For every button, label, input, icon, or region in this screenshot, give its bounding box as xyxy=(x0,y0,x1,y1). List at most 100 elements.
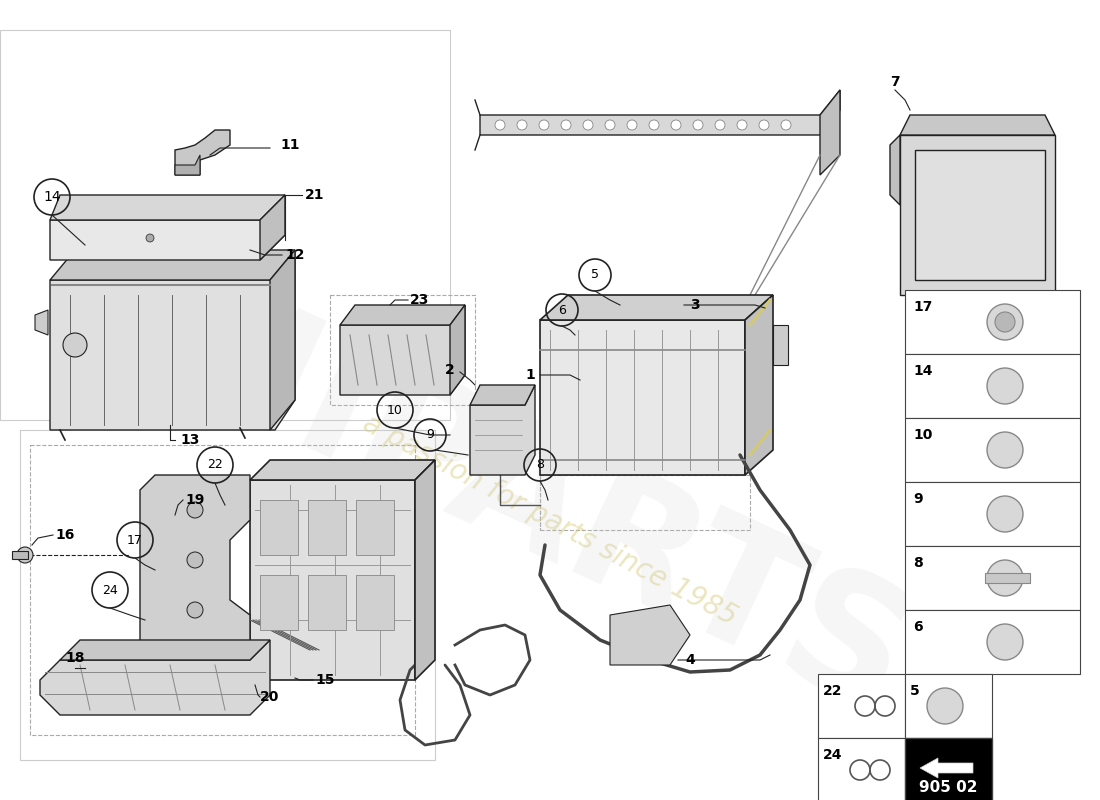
Polygon shape xyxy=(50,195,285,260)
Text: 18: 18 xyxy=(65,651,85,665)
Polygon shape xyxy=(175,130,230,175)
Bar xyxy=(20,430,434,760)
Polygon shape xyxy=(0,30,450,420)
Text: 10: 10 xyxy=(387,403,403,417)
Polygon shape xyxy=(820,90,840,175)
Bar xyxy=(905,290,1080,354)
Circle shape xyxy=(649,120,659,130)
Polygon shape xyxy=(40,640,270,715)
Circle shape xyxy=(737,120,747,130)
Text: 24: 24 xyxy=(102,583,118,597)
Text: 11: 11 xyxy=(280,138,299,152)
Text: GUIPARTS: GUIPARTS xyxy=(26,210,934,750)
Polygon shape xyxy=(610,605,690,665)
Text: 16: 16 xyxy=(55,528,75,542)
Bar xyxy=(905,354,1080,418)
Circle shape xyxy=(187,602,204,618)
Circle shape xyxy=(927,688,962,724)
Polygon shape xyxy=(260,195,285,260)
Bar xyxy=(308,575,346,630)
Polygon shape xyxy=(470,385,535,405)
Text: 24: 24 xyxy=(823,748,843,762)
Circle shape xyxy=(561,120,571,130)
Text: 12: 12 xyxy=(285,248,305,262)
Text: 5: 5 xyxy=(591,269,600,282)
Circle shape xyxy=(987,496,1023,532)
Text: 9: 9 xyxy=(913,492,923,506)
Polygon shape xyxy=(50,195,285,220)
Bar xyxy=(260,500,298,555)
Circle shape xyxy=(495,120,505,130)
Text: 8: 8 xyxy=(536,458,544,471)
Text: 1: 1 xyxy=(525,368,535,382)
Circle shape xyxy=(63,333,87,357)
Text: 20: 20 xyxy=(261,690,279,704)
Text: 4: 4 xyxy=(685,653,695,667)
Circle shape xyxy=(539,120,549,130)
Text: 905 02: 905 02 xyxy=(918,781,977,795)
Bar xyxy=(905,610,1080,674)
Polygon shape xyxy=(890,135,900,205)
Circle shape xyxy=(627,120,637,130)
Bar xyxy=(818,738,905,800)
Polygon shape xyxy=(250,460,434,480)
Circle shape xyxy=(187,552,204,568)
Text: 19: 19 xyxy=(185,493,205,507)
Bar xyxy=(818,674,905,738)
Polygon shape xyxy=(480,90,840,135)
Circle shape xyxy=(987,304,1023,340)
Circle shape xyxy=(187,502,204,518)
Bar xyxy=(250,480,415,680)
Bar xyxy=(905,482,1080,546)
Circle shape xyxy=(996,312,1015,332)
Circle shape xyxy=(781,120,791,130)
Text: 15: 15 xyxy=(316,673,334,687)
Text: 21: 21 xyxy=(306,188,324,202)
Bar xyxy=(12,551,28,559)
Polygon shape xyxy=(745,295,773,475)
Bar xyxy=(905,546,1080,610)
Text: 6: 6 xyxy=(558,303,565,317)
Polygon shape xyxy=(415,460,434,680)
Text: 3: 3 xyxy=(690,298,700,312)
Polygon shape xyxy=(50,250,295,280)
Circle shape xyxy=(583,120,593,130)
Circle shape xyxy=(987,432,1023,468)
Polygon shape xyxy=(540,295,773,320)
Polygon shape xyxy=(900,115,1055,135)
Circle shape xyxy=(671,120,681,130)
Text: 14: 14 xyxy=(913,364,933,378)
Polygon shape xyxy=(175,155,200,175)
Circle shape xyxy=(16,547,33,563)
Bar xyxy=(905,418,1080,482)
Text: 14: 14 xyxy=(43,190,60,204)
Polygon shape xyxy=(340,305,465,395)
Text: a passion for parts since 1985: a passion for parts since 1985 xyxy=(359,409,741,631)
Bar xyxy=(356,500,394,555)
Circle shape xyxy=(987,368,1023,404)
Polygon shape xyxy=(60,640,270,660)
Text: 6: 6 xyxy=(913,620,923,634)
Text: 23: 23 xyxy=(410,293,430,307)
Text: 10: 10 xyxy=(913,428,933,442)
Text: 17: 17 xyxy=(913,300,933,314)
Bar xyxy=(356,575,394,630)
Polygon shape xyxy=(340,305,465,325)
Text: 22: 22 xyxy=(207,458,223,471)
Text: 17: 17 xyxy=(128,534,143,546)
Text: 2: 2 xyxy=(446,363,455,377)
Circle shape xyxy=(759,120,769,130)
Circle shape xyxy=(987,624,1023,660)
Circle shape xyxy=(987,560,1023,596)
Text: 7: 7 xyxy=(890,75,900,89)
Polygon shape xyxy=(920,758,974,778)
Text: 13: 13 xyxy=(180,433,200,447)
Circle shape xyxy=(146,234,154,242)
Circle shape xyxy=(605,120,615,130)
Bar xyxy=(260,575,298,630)
Circle shape xyxy=(693,120,703,130)
Polygon shape xyxy=(900,135,1055,295)
Polygon shape xyxy=(450,305,465,395)
Polygon shape xyxy=(35,310,48,335)
Bar xyxy=(984,573,1030,583)
